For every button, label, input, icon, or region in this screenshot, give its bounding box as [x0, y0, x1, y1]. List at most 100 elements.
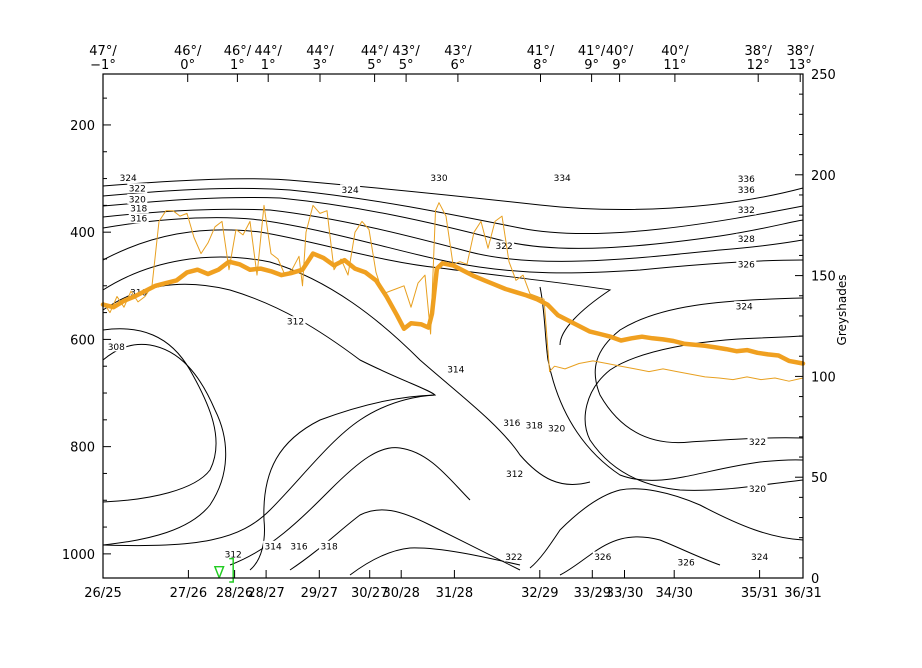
contour-label-bg: [524, 420, 545, 431]
contour-320: [102, 196, 804, 249]
contour-label: 312: [225, 550, 242, 560]
contour-label: 320: [749, 485, 766, 495]
contour-label: 322: [749, 438, 766, 448]
top-tick-lon: 5°: [367, 58, 382, 73]
top-tick-lat: 47°/: [89, 44, 117, 59]
right-tick-label: 250: [811, 68, 836, 83]
contour-label: 336: [738, 186, 755, 196]
contour-316: [102, 217, 804, 274]
right-tick-label: 200: [811, 169, 836, 184]
contour-label: 320: [548, 424, 565, 434]
contour-label-bg: [734, 301, 755, 312]
contour-label: 334: [554, 174, 571, 184]
contour-label-bg: [552, 172, 573, 183]
contour-label: 326: [738, 260, 755, 270]
left-axis: 200 400 600 800 1000: [62, 97, 111, 563]
left-tick-label: 400: [70, 226, 95, 241]
contour-322r: [594, 297, 804, 444]
contour-label-bg: [128, 203, 149, 214]
right-tick-label: 50: [811, 471, 828, 486]
top-tick-lat: 46°/: [174, 44, 202, 59]
contour-label: 324: [342, 186, 359, 196]
top-tick-lat: 40°/: [606, 44, 634, 59]
bottom-tick-label: 30/28: [382, 586, 419, 601]
right-axis-title: Greyshades: [835, 275, 849, 346]
contour-label-bg: [285, 316, 306, 327]
contours: [102, 178, 804, 576]
contour-label: 326: [594, 553, 611, 563]
top-tick-lat: 46°/: [224, 44, 252, 59]
contour-label: 316: [130, 215, 147, 225]
top-tick-lat: 40°/: [661, 44, 689, 59]
bottom-tick-label: 27/26: [170, 586, 207, 601]
contour-label: 322: [129, 185, 146, 195]
contour-label: 320: [129, 195, 146, 205]
contour-label-bg: [118, 172, 139, 183]
top-tick-lon: 6°: [451, 58, 466, 73]
series-layer: [100, 202, 806, 382]
contour-label: 318: [526, 422, 543, 432]
contour-label-bg: [319, 540, 340, 551]
bottom-tick-label: 28/27: [247, 586, 284, 601]
contour-label: 318: [130, 205, 147, 215]
contour-label-bg: [747, 483, 768, 494]
top-tick-lon: 9°: [612, 58, 627, 73]
contour-label: 324: [120, 174, 137, 184]
top-tick-lon: 13°: [789, 58, 812, 73]
contour-316b: [229, 447, 471, 566]
contour-label-bg: [736, 204, 757, 215]
bottom-tick-label: 32/29: [521, 586, 558, 601]
bottom-tick-label: 36/31: [784, 586, 821, 601]
contour-label-bg: [546, 422, 567, 433]
top-tick-lat: 43°/: [392, 44, 420, 59]
contour-label-bg: [127, 193, 148, 204]
thick-series-line: [100, 251, 806, 366]
bottom-tick-label: 28/26: [216, 586, 253, 601]
top-tick-lon: 3°: [313, 58, 328, 73]
top-tick-lon: 5°: [399, 58, 414, 73]
top-tick-lat: 43°/: [444, 44, 472, 59]
contour-322: [102, 187, 804, 235]
contour-label: 326: [678, 558, 695, 568]
marker-layer: ∇: [213, 557, 234, 583]
contour-label: 314: [265, 542, 282, 552]
right-axis: 0 50 100 150 200 250: [795, 68, 836, 587]
thin-series-line: [102, 202, 804, 382]
top-tick-lon: 1°: [230, 58, 245, 73]
contour-318b: [289, 509, 521, 571]
contour-310: [102, 283, 437, 571]
top-tick-lon: 12°: [747, 58, 770, 73]
contour-314: [102, 229, 612, 346]
top-axis: 47°/−1°46°/0°46°/1°44°/1°44°/3°44°/5°43°…: [89, 44, 815, 82]
contour-label: 316: [503, 419, 520, 429]
contour-312: [102, 256, 591, 485]
bottom-tick-label: 30/27: [351, 586, 388, 601]
top-tick-lat: 41°/: [578, 44, 606, 59]
bottom-tick-label: 35/31: [741, 586, 778, 601]
top-tick-lon: −1°: [90, 58, 116, 73]
position-bracket: [229, 557, 234, 583]
left-tick-label: 1000: [62, 548, 95, 563]
contour-label: 322: [496, 242, 513, 252]
contour-label-bg: [736, 258, 757, 269]
bottom-tick-label: 26/25: [84, 586, 121, 601]
position-marker: ∇: [213, 563, 225, 582]
contour-label-bg: [747, 436, 768, 447]
contour-label-bg: [445, 363, 466, 374]
contour-label-bg: [263, 540, 284, 551]
contour-label-bg: [106, 341, 127, 352]
top-tick-lon: 0°: [180, 58, 195, 73]
contour-label-bg: [503, 551, 524, 562]
contour-label-bg: [736, 184, 757, 195]
top-tick-lat: 41°/: [527, 44, 555, 59]
contour-308: [102, 328, 217, 503]
contour-320b: [349, 547, 521, 576]
contour-label: 316: [290, 542, 307, 552]
contour-label: 324: [751, 553, 768, 563]
contour-label-bg: [429, 172, 449, 183]
plot-frame: [102, 73, 804, 579]
top-tick-lon: 1°: [261, 58, 276, 73]
